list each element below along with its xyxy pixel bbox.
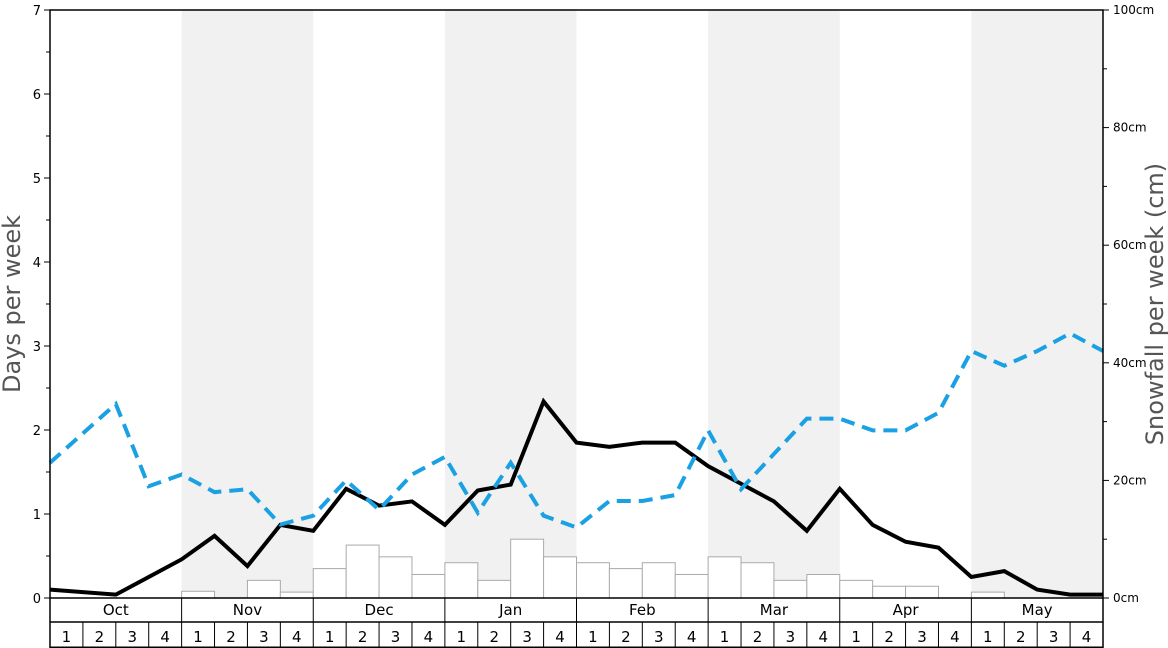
snow-bar — [312, 568, 347, 599]
snow-bar — [773, 579, 808, 599]
right-tick-label: 100cm — [1113, 3, 1154, 17]
snow-bar — [378, 556, 413, 599]
week-label: 2 — [358, 628, 368, 646]
week-label: 4 — [160, 628, 170, 646]
week-label: 1 — [325, 628, 335, 646]
snow-bar — [181, 590, 216, 599]
week-label: 1 — [457, 628, 467, 646]
week-label: 2 — [226, 628, 236, 646]
snow-bar — [806, 573, 841, 599]
right-tick-label: 60cm — [1113, 238, 1147, 252]
bottom-axis: Oct 1 2 3 4 Nov 1 2 3 4 Dec 1 2 3 4 Jan 1 2 3 4 Feb 1 2 3 4 Mar 1 2… — [49, 598, 1104, 648]
snow-bar — [674, 573, 709, 599]
week-label: 2 — [621, 628, 631, 646]
month-label-nov: Nov — [233, 601, 262, 619]
week-label: 1 — [851, 628, 861, 646]
week-label: 3 — [522, 628, 532, 646]
week-label: 3 — [127, 628, 137, 646]
snow-bar — [411, 573, 446, 599]
days-line — [49, 397, 1103, 597]
left-axis-title: Days per week — [0, 215, 26, 393]
shade-mar — [708, 10, 840, 598]
week-label: 3 — [259, 628, 269, 646]
snow-bar — [345, 544, 380, 599]
snow-bar — [641, 562, 676, 599]
week-label: 3 — [1049, 628, 1059, 646]
month-label-apr: Apr — [893, 601, 920, 619]
week-label: 1 — [983, 628, 993, 646]
month-label-may: May — [1022, 601, 1053, 619]
snow-bar — [510, 538, 545, 599]
snow-bar — [576, 562, 610, 599]
snowfall-line — [48, 331, 1104, 530]
month-label-oct: Oct — [103, 601, 129, 619]
snow-bar — [707, 556, 742, 599]
right-tick-label: 40cm — [1113, 356, 1147, 370]
week-label: 4 — [292, 628, 302, 646]
left-axis: 0 1 2 3 4 5 6 7 — [33, 4, 50, 607]
left-tick-label: 0 — [33, 592, 41, 607]
week-label: 3 — [654, 628, 664, 646]
snow-bar — [444, 562, 479, 599]
right-tick-label: 80cm — [1113, 121, 1147, 135]
series-lines — [48, 331, 1104, 597]
snow-bar — [872, 585, 907, 599]
shade-may — [971, 10, 1103, 598]
snow-bar — [477, 579, 512, 599]
shade-nov — [181, 10, 314, 598]
week-label: 1 — [588, 628, 598, 646]
snow-bar — [608, 568, 643, 599]
week-label: 4 — [1082, 628, 1092, 646]
left-tick-label: 3 — [33, 340, 41, 355]
left-tick-label: 5 — [33, 172, 41, 187]
left-tick-label: 7 — [33, 4, 41, 19]
right-tick-label: 0cm — [1113, 591, 1139, 605]
month-label-mar: Mar — [760, 601, 789, 619]
shade-jan — [444, 10, 577, 598]
week-label: 2 — [489, 628, 499, 646]
left-tick-label: 2 — [33, 424, 41, 439]
snow-bar — [246, 579, 281, 599]
month-shading — [181, 10, 1103, 598]
snow-bar — [839, 579, 874, 599]
snow-bar — [740, 562, 775, 599]
snowfall-bars — [181, 538, 1005, 599]
snow-bar — [970, 591, 1005, 599]
week-label: 4 — [819, 628, 829, 646]
week-label: 2 — [1016, 628, 1026, 646]
week-label: 1 — [193, 628, 203, 646]
week-label: 1 — [720, 628, 730, 646]
week-label: 4 — [687, 628, 697, 646]
week-label: 3 — [917, 628, 927, 646]
week-label: 2 — [753, 628, 763, 646]
left-tick-label: 1 — [33, 508, 41, 523]
snow-bar — [543, 556, 578, 599]
month-label-dec: Dec — [365, 601, 394, 619]
right-axis-title: Snowfall per week (cm) — [1141, 163, 1168, 445]
right-tick-label: 20cm — [1113, 473, 1147, 487]
week-label: 1 — [62, 628, 72, 646]
right-axis: 0cm 20cm 40cm 60cm 80cm 100cm — [1103, 3, 1154, 605]
left-tick-label: 6 — [33, 88, 41, 103]
week-label: 4 — [950, 628, 960, 646]
week-label: 4 — [555, 628, 565, 646]
week-label: 3 — [391, 628, 401, 646]
week-label: 2 — [95, 628, 105, 646]
week-label: 4 — [424, 628, 434, 646]
snow-bar — [905, 585, 939, 599]
month-label-feb: Feb — [629, 601, 656, 619]
left-tick-label: 4 — [33, 256, 41, 271]
week-label: 2 — [884, 628, 894, 646]
snow-bar — [279, 591, 314, 599]
month-label-jan: Jan — [498, 601, 522, 619]
week-label: 3 — [786, 628, 796, 646]
